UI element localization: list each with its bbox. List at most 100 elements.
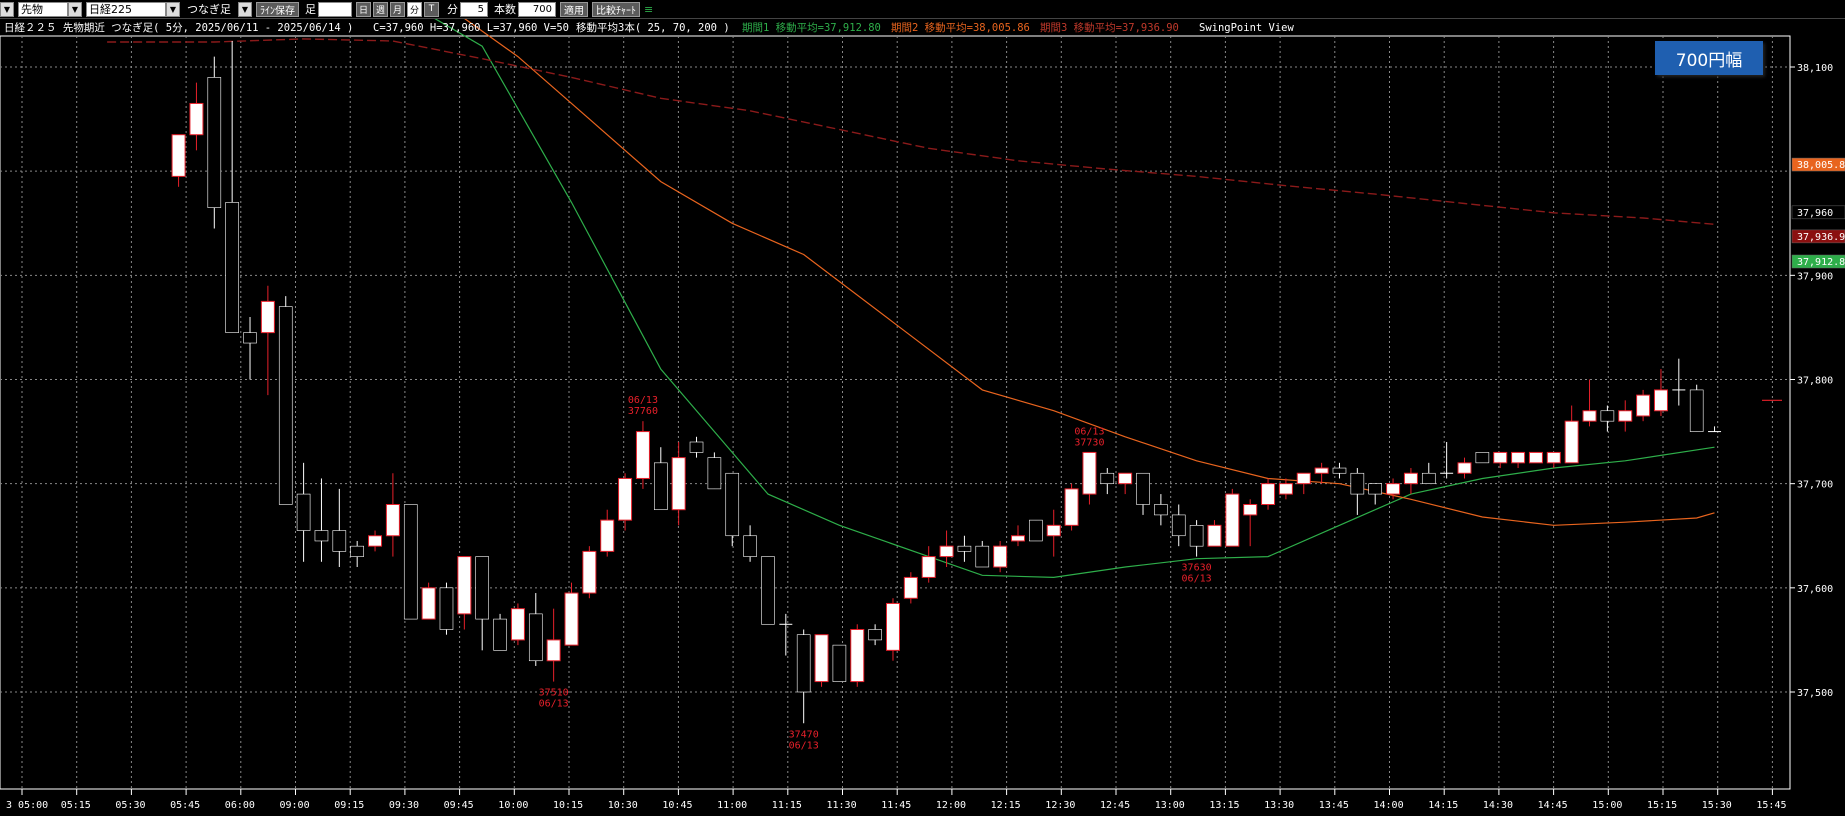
- x-tick-label: 12:15: [991, 800, 1021, 811]
- candle: [1475, 452, 1490, 464]
- moving-average-lines: [107, 19, 1715, 579]
- chevron-down-icon[interactable]: ▼: [238, 1, 252, 17]
- symbol-select[interactable]: 日経225: [86, 1, 166, 17]
- candlestick-chart[interactable]: 06/133776006/13377303747006/133751006/13…: [0, 19, 1845, 816]
- candle-body-down: [653, 462, 668, 511]
- candle-body-up: [1243, 504, 1258, 516]
- candle: [260, 285, 275, 396]
- price-tag-label: 37,936.9: [1797, 232, 1845, 243]
- candle: [1368, 483, 1382, 505]
- x-tick-label: 06:00: [225, 800, 255, 811]
- candle-body-up: [564, 592, 579, 646]
- candle: [903, 572, 918, 604]
- day-button[interactable]: 日: [356, 1, 371, 17]
- x-tick-label: 15:00: [1592, 800, 1622, 811]
- swing-low-price: 37510: [539, 688, 569, 699]
- candle: [1493, 451, 1508, 469]
- swing-annotations: 06/133776006/13377303747006/133751006/13…: [539, 395, 1212, 751]
- candle: [779, 613, 793, 656]
- candle: [1261, 478, 1276, 510]
- candle: [1618, 400, 1633, 432]
- candle: [1296, 472, 1311, 495]
- minute-button[interactable]: 分: [407, 1, 422, 17]
- candle: [243, 317, 257, 380]
- chevron-down-icon[interactable]: ▼: [166, 1, 180, 17]
- candle-body-down: [403, 504, 418, 620]
- x-tick-label: 11:45: [881, 800, 911, 811]
- x-tick-label: 10:15: [553, 800, 583, 811]
- count-input[interactable]: 700: [518, 1, 556, 17]
- candle: [332, 488, 347, 567]
- ma2-readout: 期間2 移動平均=38,005.86: [891, 21, 1030, 34]
- ma-label: 移動平均3本( 25, 70, 200 ): [576, 21, 730, 34]
- candle: [350, 540, 364, 567]
- candle: [939, 530, 954, 567]
- week-button[interactable]: 週: [373, 1, 388, 17]
- candle-body-up: [189, 102, 204, 136]
- candle-body-up: [600, 519, 615, 552]
- price-tag-label: 38,005.8: [1797, 160, 1845, 171]
- swing-high-date: 06/13: [1074, 426, 1104, 437]
- candle: [1636, 389, 1651, 422]
- chart-title: 日経２２５ 先物期近 つなぎ足( 5分, 2025/06/11 - 2025/0…: [4, 21, 353, 34]
- candle: [510, 603, 525, 646]
- candle: [1011, 525, 1025, 547]
- candle: [1546, 451, 1561, 469]
- candle-body-up: [1511, 451, 1526, 464]
- candle: [1029, 519, 1043, 542]
- minute-label: 分: [447, 3, 458, 16]
- save-lines-button[interactable]: ﾗｲﾝ保存: [256, 1, 299, 17]
- candle-body-down: [296, 493, 311, 531]
- candle-body-down: [278, 306, 293, 505]
- x-tick-label: 13:15: [1209, 800, 1239, 811]
- compare-chart-button[interactable]: 比較ﾁｬｰﾄ: [592, 1, 640, 17]
- candle: [1314, 462, 1329, 484]
- minute-input[interactable]: 5: [460, 1, 488, 17]
- candle: [475, 556, 490, 651]
- x-tick-label: 12:00: [936, 800, 966, 811]
- y-tick-label: 37,900: [1797, 271, 1833, 282]
- chart-type-select[interactable]: つなぎ足: [184, 1, 238, 17]
- price-tag: [1791, 205, 1845, 220]
- month-button[interactable]: 月: [390, 1, 405, 17]
- tick-button[interactable]: T: [424, 1, 439, 17]
- candle: [635, 421, 650, 489]
- swing-low-date: 06/13: [789, 740, 819, 751]
- candle: [653, 447, 668, 511]
- candle-body-up: [1064, 488, 1079, 526]
- candle-body-up: [1296, 472, 1311, 485]
- candle: [814, 634, 829, 687]
- candle: [832, 644, 847, 682]
- candle-body-up: [546, 639, 561, 662]
- market-select[interactable]: 先物: [18, 1, 68, 17]
- swing-low-price: 37630: [1182, 563, 1212, 574]
- apply-button[interactable]: 適用: [560, 1, 588, 17]
- x-tick-label: 14:45: [1538, 800, 1568, 811]
- candle: [1582, 379, 1597, 427]
- candle: [564, 582, 579, 646]
- swing-high-date: 06/13: [628, 395, 658, 406]
- candle-body-up: [421, 587, 436, 620]
- candle-body-up: [1011, 535, 1025, 542]
- candle-body-down: [1029, 519, 1043, 542]
- candle: [1564, 405, 1579, 464]
- candle: [868, 624, 882, 646]
- candle-body-down: [350, 545, 364, 557]
- ma1-readout: 期間1 移動平均=37,912.80: [742, 21, 881, 34]
- x-tick-label: 15:45: [1756, 800, 1786, 811]
- candle-body-down: [207, 77, 222, 208]
- candle: [1457, 457, 1472, 479]
- lines-icon[interactable]: ≡: [644, 2, 654, 16]
- candle-body-down: [1600, 410, 1615, 422]
- candle-body-up: [457, 556, 472, 615]
- candle-body-up: [1225, 493, 1240, 547]
- chevron-down-icon[interactable]: ▼: [68, 1, 82, 17]
- x-tick-label: 13:45: [1319, 800, 1349, 811]
- ma-line-25: [434, 19, 1715, 579]
- bar-count-input[interactable]: [318, 1, 352, 17]
- candle: [1100, 468, 1115, 495]
- menu-icon[interactable]: ▼: [0, 1, 14, 17]
- candle-body-down: [439, 587, 454, 630]
- candle-body-up: [368, 535, 383, 547]
